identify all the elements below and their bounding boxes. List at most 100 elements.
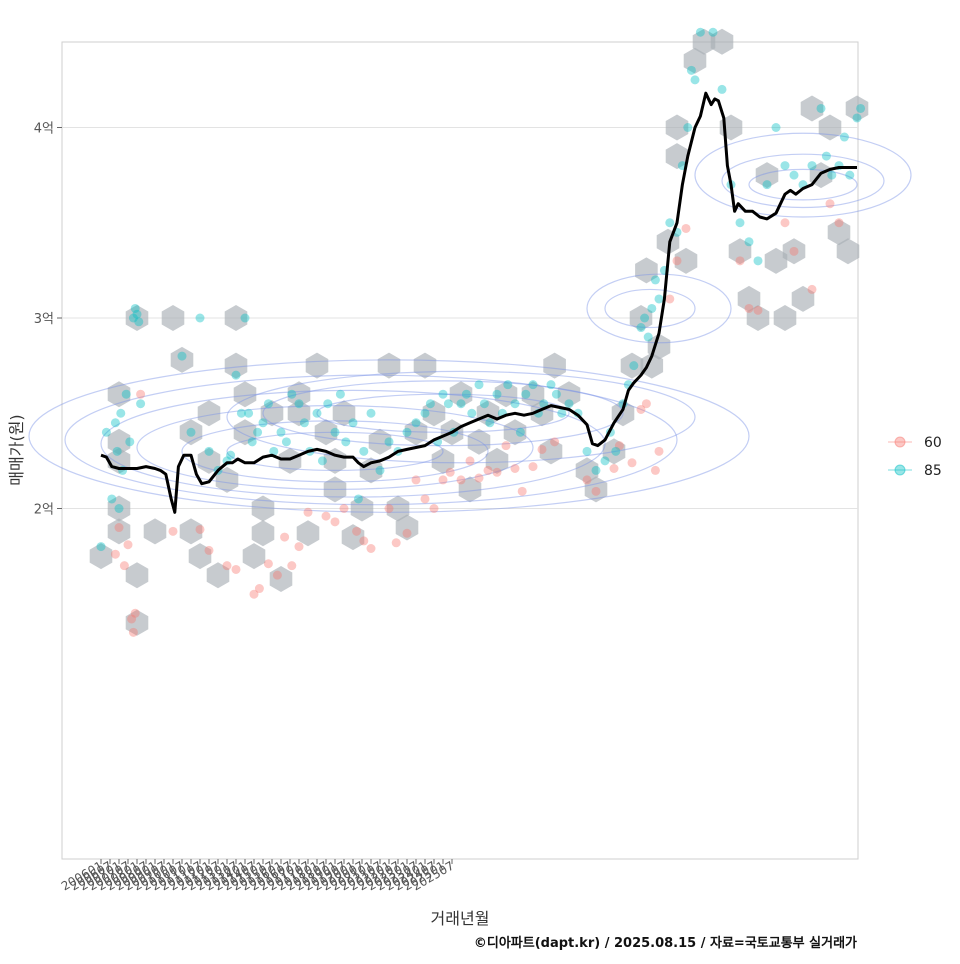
hexbin-cell	[845, 95, 869, 122]
x-axis-ticks: 2006012006072007012007072008012008072009…	[59, 858, 457, 893]
trend-line-layer	[100, 91, 857, 514]
data-point-85	[438, 389, 448, 399]
hexbin-cell	[224, 305, 248, 331]
data-point-85	[134, 317, 144, 327]
data-point-60	[510, 463, 520, 473]
hexbin-cell	[206, 562, 230, 589]
hexbin-cell	[746, 305, 770, 331]
data-point-85	[130, 303, 140, 313]
data-point-60	[249, 589, 259, 599]
y-tick-label: 3억	[34, 312, 54, 327]
data-point-60	[582, 475, 592, 485]
hexbin-cell	[278, 447, 302, 474]
hexbin-cell	[674, 247, 698, 274]
data-point-85	[771, 123, 781, 132]
data-point-60	[136, 389, 146, 399]
hexbin-cell	[251, 495, 275, 522]
data-point-60	[254, 584, 264, 594]
data-point-85	[591, 465, 601, 475]
x-axis-label: 거래년월	[431, 909, 490, 928]
data-point-85	[114, 504, 124, 513]
hexbin-cell	[584, 476, 608, 503]
data-point-60	[780, 218, 790, 228]
data-point-60	[517, 486, 527, 496]
data-point-60	[753, 305, 763, 315]
hexbin-cell	[665, 114, 689, 141]
data-point-60	[636, 404, 646, 414]
density-contours	[28, 132, 912, 513]
data-point-60	[303, 507, 313, 517]
data-point-85	[780, 161, 790, 171]
data-point-85	[474, 380, 484, 390]
data-point-85	[683, 123, 693, 132]
density-contour	[604, 288, 696, 329]
data-point-60	[127, 614, 137, 624]
density-contour	[262, 380, 624, 447]
hexbin-cell	[188, 543, 212, 570]
hexbin-cell	[629, 305, 653, 331]
data-point-85	[515, 427, 525, 437]
data-point-60	[110, 549, 120, 559]
data-point-85	[461, 389, 471, 399]
hexbin-cell	[620, 352, 644, 379]
data-point-85	[643, 332, 653, 342]
data-point-85	[479, 399, 489, 409]
hexbin-layer	[89, 28, 869, 636]
hexbin-cell	[359, 457, 383, 484]
hexbin-cell	[431, 447, 455, 474]
data-point-85	[528, 380, 538, 390]
density-contour	[226, 431, 444, 472]
data-point-85	[856, 103, 866, 113]
hexbin-cell	[575, 457, 599, 484]
data-point-85	[521, 389, 531, 399]
hexbin-cell	[107, 428, 131, 455]
data-point-60	[130, 608, 140, 618]
hexbin-cell	[341, 524, 365, 551]
data-point-60	[321, 511, 331, 521]
data-point-60	[650, 465, 660, 475]
data-point-85	[686, 65, 696, 75]
data-point-85	[107, 494, 117, 504]
data-point-85	[375, 465, 385, 475]
data-point-60	[231, 564, 241, 574]
hexbin-cell	[242, 543, 266, 570]
density-contour	[694, 132, 912, 218]
data-point-60	[222, 561, 232, 571]
hexbin-cell	[413, 352, 437, 379]
trend-line	[100, 91, 857, 514]
hexbin-cell	[467, 428, 491, 455]
data-point-85	[717, 84, 727, 94]
y-axis-label: 매매가(원)	[7, 414, 26, 485]
data-point-85	[323, 399, 333, 409]
data-point-60	[119, 561, 129, 571]
data-point-85	[629, 361, 639, 371]
data-point-85	[287, 389, 297, 399]
data-point-85	[762, 180, 772, 190]
data-point-85	[695, 27, 705, 37]
data-point-60	[287, 561, 297, 571]
data-point-85	[492, 389, 502, 399]
data-point-85	[827, 170, 837, 180]
data-point-85	[269, 446, 279, 456]
data-point-85	[807, 161, 817, 171]
data-point-60	[195, 524, 205, 534]
data-point-85	[263, 399, 273, 409]
hexbin-cell	[161, 305, 185, 331]
data-point-85	[735, 218, 745, 228]
data-point-60	[681, 223, 691, 233]
data-point-85	[186, 427, 196, 437]
hexbin-cell	[818, 114, 842, 141]
hexbin-cell	[539, 438, 563, 465]
data-point-85	[366, 408, 376, 418]
data-point-85	[816, 103, 826, 113]
data-point-60	[492, 467, 502, 477]
data-point-85	[546, 380, 556, 390]
data-point-60	[609, 463, 619, 473]
data-point-85	[665, 218, 675, 228]
hexbin-cell	[782, 238, 806, 265]
data-point-85	[96, 542, 106, 552]
density-contour	[100, 389, 606, 498]
data-point-85	[467, 408, 477, 418]
data-point-85	[247, 437, 257, 447]
hexbin-cell	[107, 495, 131, 522]
